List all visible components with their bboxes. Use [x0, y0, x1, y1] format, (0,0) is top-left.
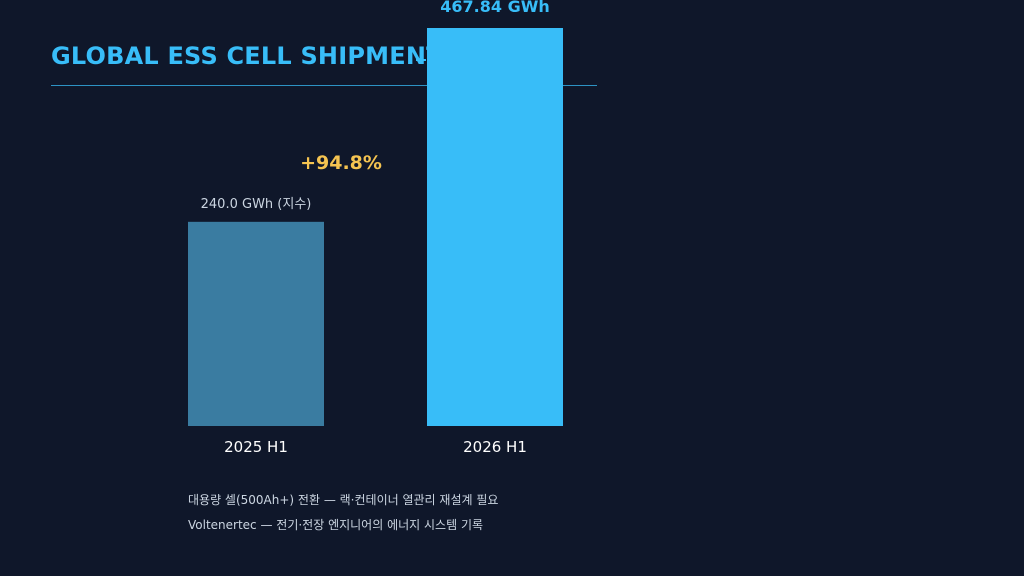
category-label: 2025 H1 [224, 438, 288, 456]
bar-2026-h1 [427, 28, 563, 426]
chart-title: GLOBAL ESS CELL SHIPMENT [51, 42, 443, 70]
data-label: 240.0 GWh (지수) [201, 197, 312, 212]
category-label: 2026 H1 [463, 438, 527, 456]
footnote-1: 대용량 셀(500Ah+) 전환 — 랙·컨테이너 열관리 재설계 필요 [188, 493, 499, 507]
data-label: 467.84 GWh [440, 0, 549, 16]
footnote-2: Voltenertec — 전기·전장 엔지니어의 에너지 시스템 기록 [188, 518, 484, 532]
title-dash [416, 59, 426, 61]
title-underline [51, 85, 597, 86]
bar-2025-h1 [188, 221, 324, 426]
growth-annotation: +94.8% [300, 152, 382, 174]
